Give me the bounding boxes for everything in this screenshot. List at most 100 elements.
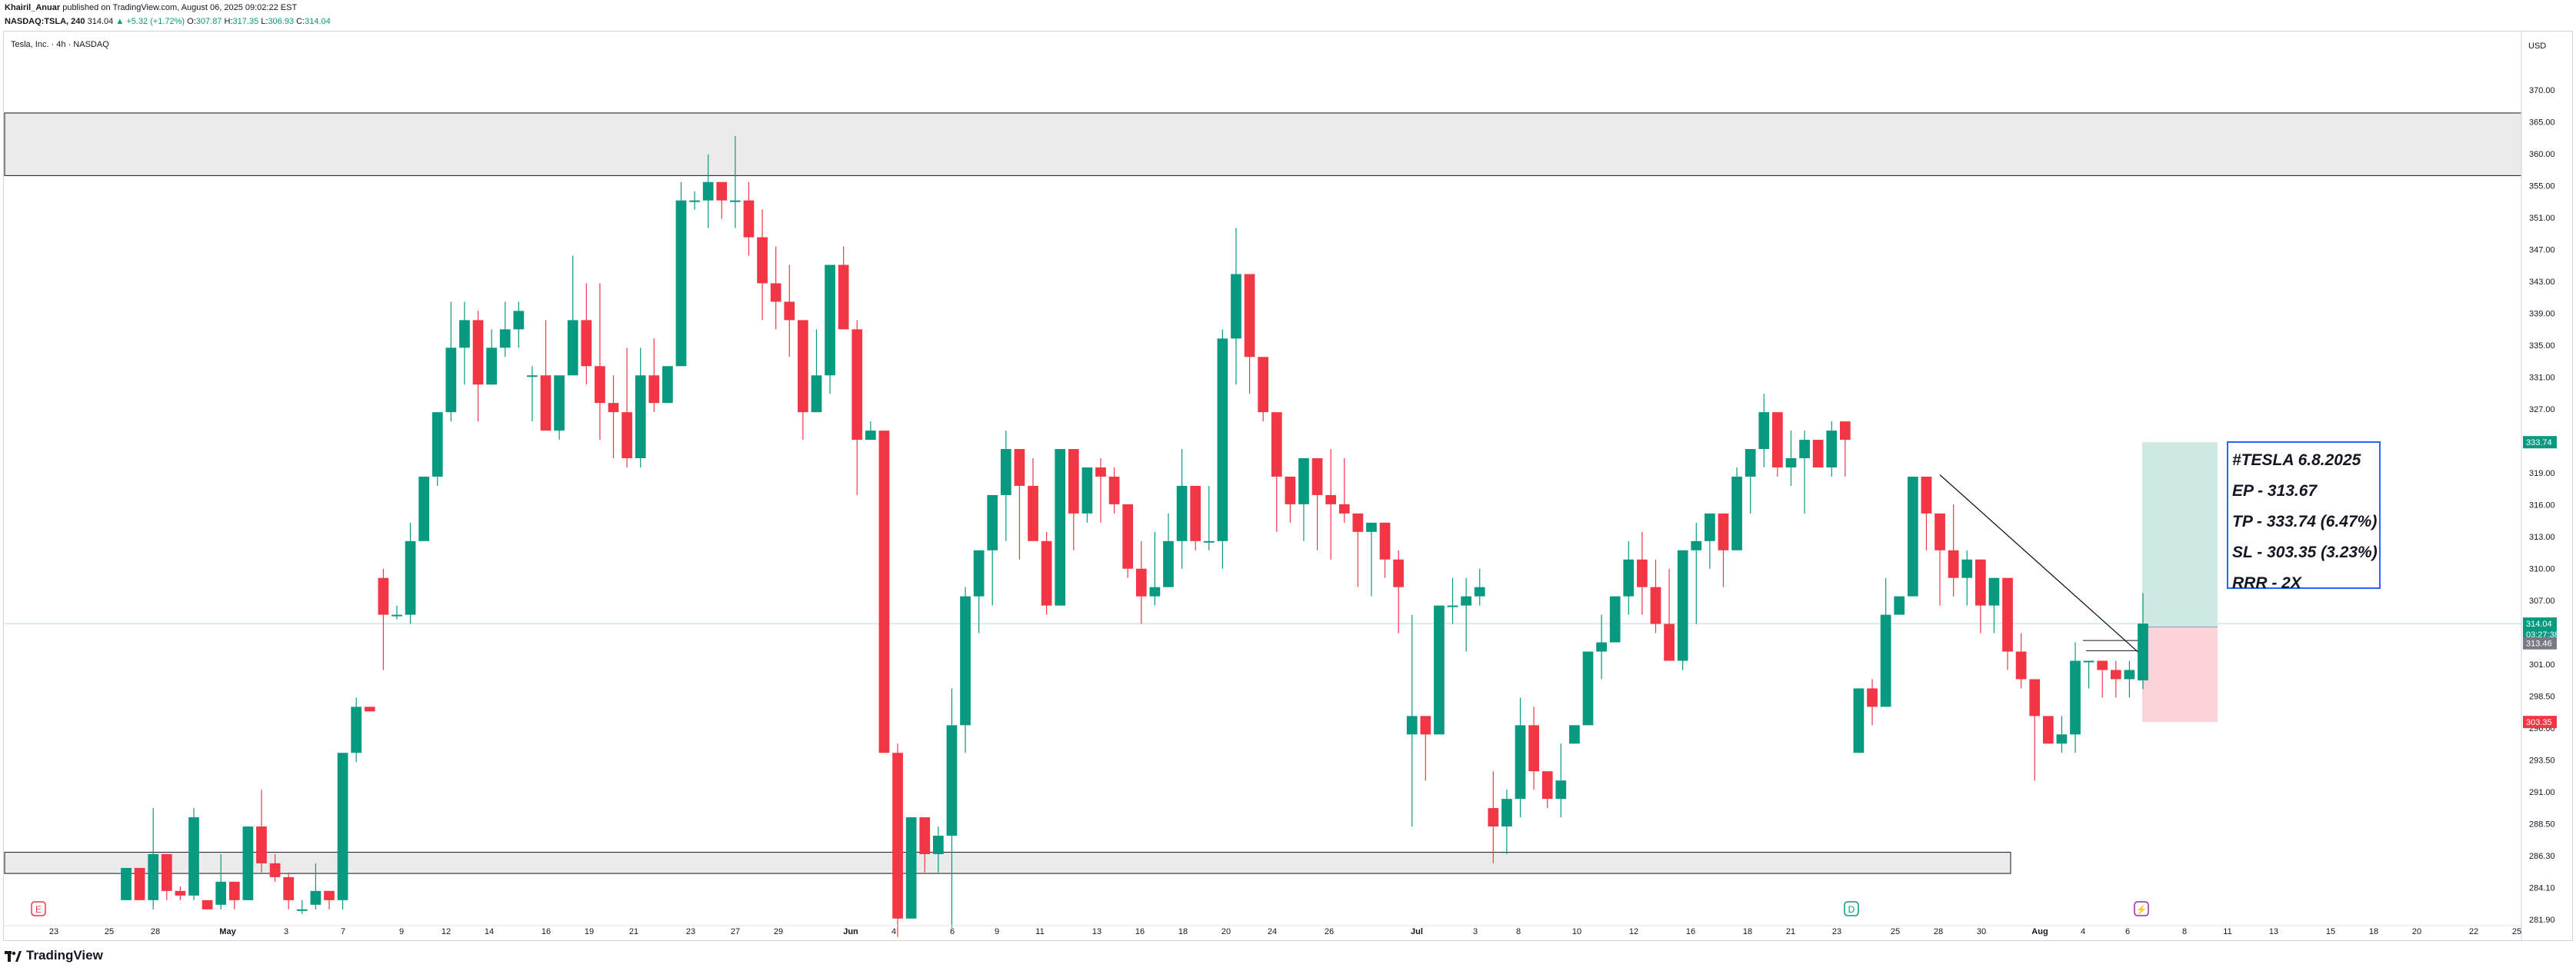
candle bbox=[337, 753, 348, 909]
candle bbox=[946, 688, 958, 928]
candle bbox=[865, 421, 876, 441]
candle-body bbox=[1921, 476, 1932, 514]
price-tick-label: 291.00 bbox=[2529, 788, 2555, 797]
candle bbox=[1488, 771, 1499, 863]
candle-body bbox=[1501, 799, 1512, 827]
candle bbox=[1474, 568, 1485, 606]
note-line: EP - 313.67 bbox=[2232, 482, 2318, 500]
time-tick-label: 18 bbox=[2369, 927, 2378, 936]
candle-body bbox=[256, 826, 267, 863]
candle bbox=[378, 568, 389, 670]
candle-body bbox=[1853, 688, 1865, 753]
price-tick-label: 281.90 bbox=[2529, 916, 2555, 925]
candle-body bbox=[1745, 449, 1756, 477]
candle-body bbox=[1122, 504, 1134, 569]
candle-body bbox=[932, 836, 944, 854]
candle bbox=[2002, 577, 2013, 670]
candle bbox=[960, 587, 971, 753]
candle bbox=[1298, 458, 1309, 541]
candle-body bbox=[1528, 725, 1539, 772]
trendline bbox=[1939, 474, 2144, 658]
candle-body bbox=[770, 283, 781, 302]
candle-body bbox=[2056, 734, 2068, 744]
candle-body bbox=[1135, 568, 1147, 597]
time-tick-label: Jun bbox=[843, 927, 858, 936]
candle bbox=[459, 301, 470, 385]
price-tick-label: 370.00 bbox=[2529, 86, 2555, 95]
symbol[interactable]: NASDAQ:TSLA, 240 bbox=[5, 17, 85, 26]
author-name[interactable]: Khairil_Anuar bbox=[5, 3, 61, 12]
zone-support bbox=[4, 852, 2011, 874]
candle bbox=[1041, 531, 1052, 615]
event-icons[interactable]: E D ⚡ bbox=[31, 901, 2149, 916]
candle-body bbox=[2015, 651, 2027, 680]
candle bbox=[716, 181, 728, 219]
candle bbox=[1637, 531, 1648, 615]
price-label-sl: 303.35 bbox=[2526, 718, 2552, 727]
candle bbox=[1853, 688, 1865, 753]
candle bbox=[932, 826, 944, 873]
trade-layer bbox=[5, 442, 2521, 723]
candle bbox=[513, 301, 525, 348]
candle bbox=[1258, 357, 1269, 422]
candle bbox=[175, 886, 186, 900]
candle bbox=[1055, 449, 1066, 606]
price-axis[interactable]: 370.00 365.00 360.00 355.00 351.00 347.00 343.… bbox=[2521, 31, 2559, 941]
time-tick-label: 4 bbox=[2081, 927, 2085, 936]
candle bbox=[1420, 716, 1431, 781]
candle bbox=[527, 366, 538, 422]
tradingview-logo-icon bbox=[5, 950, 22, 962]
price-tick-label: 339.00 bbox=[2529, 310, 2555, 319]
candle bbox=[1095, 458, 1106, 523]
candle-body bbox=[1758, 412, 1770, 450]
candle bbox=[188, 808, 199, 900]
time-tick-label: 6 bbox=[2125, 927, 2130, 936]
candle bbox=[595, 283, 605, 441]
dividend-icon-frame bbox=[1844, 901, 1859, 916]
open-value: 307.87 bbox=[195, 17, 222, 26]
candle bbox=[1393, 550, 1405, 633]
earnings-icon-glyph: E bbox=[35, 904, 42, 915]
candle-body bbox=[1974, 559, 1986, 606]
candle bbox=[1799, 431, 1810, 514]
candle bbox=[148, 808, 159, 909]
price-tick-label: 355.00 bbox=[2529, 182, 2555, 191]
time-tick-label: 9 bbox=[995, 927, 999, 936]
candle bbox=[1582, 651, 1594, 726]
brand-name: TradingView bbox=[26, 948, 103, 963]
candle-body bbox=[1623, 559, 1635, 597]
candle-body bbox=[1379, 522, 1391, 560]
candle-body bbox=[405, 540, 416, 615]
candle-body bbox=[1000, 449, 1011, 495]
candle-body bbox=[648, 375, 660, 404]
candle-body bbox=[1541, 771, 1553, 800]
candle-body bbox=[513, 311, 525, 330]
candle-body bbox=[1637, 559, 1648, 587]
time-axis[interactable]: 23 25 28 May 3 7 9 12 14 16 19 21 23 27 29 Jun 4 6 9 11 13 16… bbox=[3, 925, 2521, 936]
chart-frame[interactable] bbox=[3, 31, 2573, 941]
candle-body bbox=[1244, 274, 1255, 357]
candle-body bbox=[351, 707, 362, 753]
time-tick-label: 24 bbox=[1268, 927, 1277, 936]
price-tick-label: 310.00 bbox=[2529, 565, 2555, 574]
price-change: ▲ +5.32 (+1.72%) bbox=[115, 17, 185, 26]
candle bbox=[445, 301, 457, 422]
price-label-last: 314.04 bbox=[2526, 620, 2552, 629]
candle-body bbox=[595, 366, 605, 404]
candle bbox=[1921, 476, 1932, 550]
candle-body bbox=[1488, 808, 1499, 827]
price-tick-label: 331.00 bbox=[2529, 374, 2555, 383]
candle bbox=[905, 817, 917, 919]
candle-body bbox=[1271, 412, 1282, 477]
brand[interactable]: TradingView bbox=[5, 948, 103, 963]
candle-body bbox=[1705, 513, 1715, 541]
candle bbox=[1501, 790, 1512, 854]
candle-body bbox=[1569, 725, 1580, 744]
candle bbox=[1974, 559, 1986, 633]
dividend-icon: D bbox=[1844, 901, 1859, 916]
currency-label[interactable]: USD bbox=[2528, 42, 2547, 51]
candle bbox=[892, 743, 903, 937]
symbol-line: NASDAQ:TSLA, 240 314.04 ▲ +5.32 (+1.72%)… bbox=[5, 17, 331, 26]
time-tick-label: 21 bbox=[1786, 927, 1795, 936]
